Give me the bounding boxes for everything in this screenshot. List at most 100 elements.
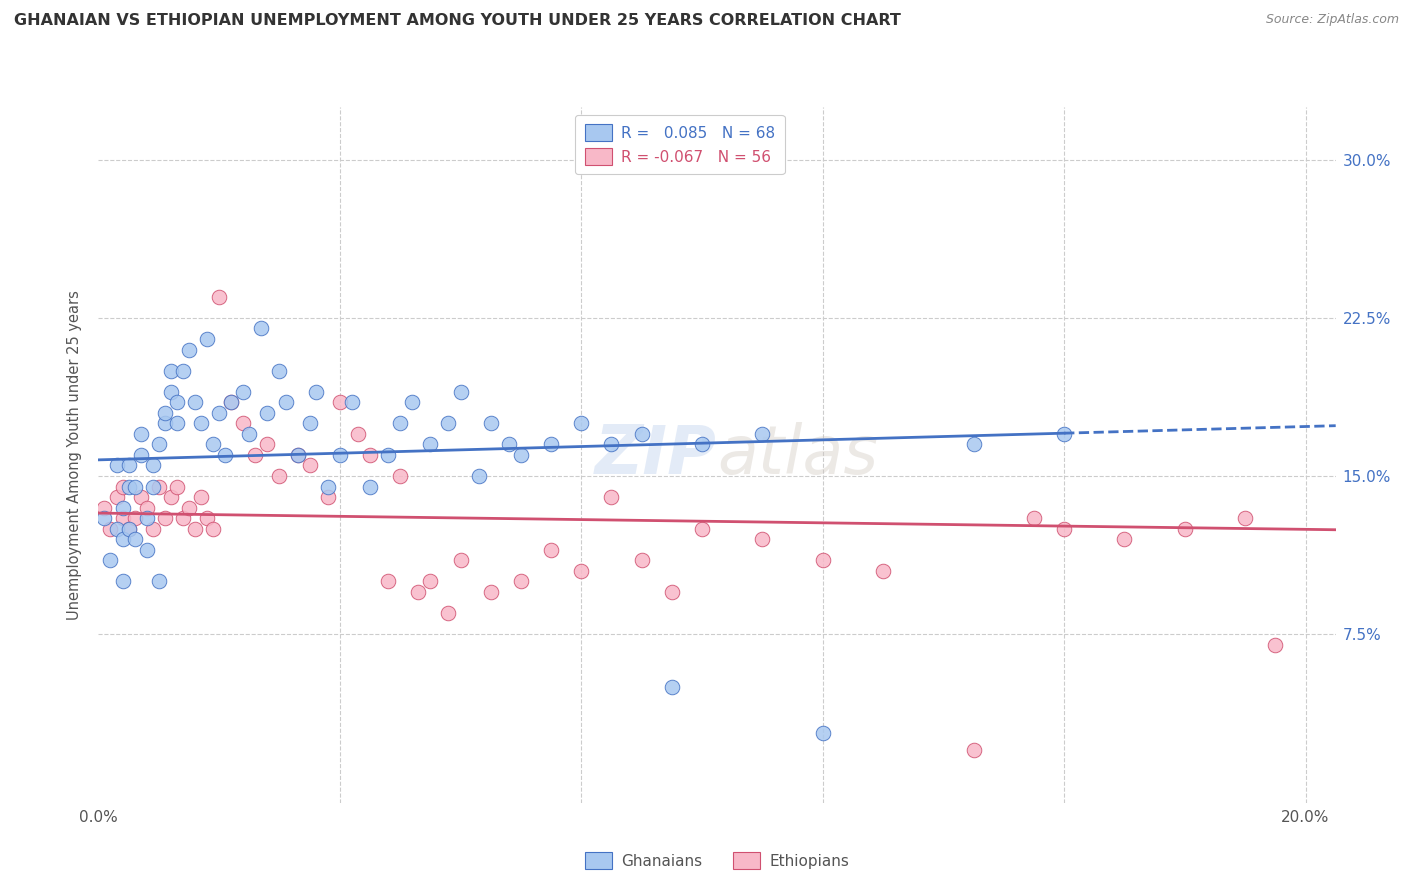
Point (509, 448, 531, 462)
Point (124, 533, 146, 547)
Point (450, 384, 472, 399)
Point (111, 511, 134, 525)
Point (377, 448, 399, 462)
Point (111, 533, 134, 547)
Point (208, 406, 231, 420)
Point (148, 574, 170, 589)
Point (202, 522, 225, 536)
Point (124, 511, 146, 525)
Point (208, 290, 231, 304)
Point (630, 553, 652, 567)
Point (135, 500, 157, 515)
Point (190, 417, 212, 431)
Point (238, 426, 260, 441)
Point (1234, 511, 1257, 525)
Point (148, 479, 170, 493)
Point (232, 384, 254, 399)
Point (389, 417, 412, 431)
Point (160, 363, 183, 377)
Point (1022, 511, 1045, 525)
Point (219, 395, 242, 409)
Point (305, 384, 328, 399)
Point (811, 726, 834, 740)
Point (177, 500, 200, 515)
Point (160, 490, 183, 504)
Point (135, 542, 157, 557)
Point (250, 321, 273, 335)
Point (93, 500, 115, 515)
Point (117, 522, 139, 536)
Y-axis label: Unemployment Among Youth under 25 years: Unemployment Among Youth under 25 years (67, 290, 83, 620)
Point (347, 426, 370, 441)
Point (690, 522, 713, 536)
Point (184, 395, 207, 409)
Point (117, 458, 139, 473)
Point (245, 448, 267, 462)
Point (690, 437, 713, 451)
Point (1053, 522, 1076, 536)
Point (111, 479, 134, 493)
Point (661, 585, 683, 599)
Point (540, 437, 562, 451)
Point (467, 469, 489, 483)
Point (105, 458, 128, 473)
Legend: Ghanaians, Ethiopians: Ghanaians, Ethiopians (575, 843, 859, 879)
Point (437, 417, 460, 431)
Point (160, 384, 183, 399)
Point (153, 406, 176, 420)
Point (166, 417, 188, 431)
Text: ZIP: ZIP (595, 422, 717, 488)
Point (129, 426, 152, 441)
Point (377, 574, 399, 589)
Point (93, 511, 115, 525)
Point (172, 363, 194, 377)
Point (340, 395, 363, 409)
Point (1114, 533, 1136, 547)
Point (1174, 522, 1197, 536)
Point (172, 511, 194, 525)
Point (359, 448, 381, 462)
Point (450, 553, 472, 567)
Point (479, 585, 502, 599)
Point (232, 417, 254, 431)
Point (389, 469, 412, 483)
Point (751, 533, 773, 547)
Point (316, 479, 339, 493)
Point (100, 522, 122, 536)
Point (129, 448, 152, 462)
Point (184, 522, 207, 536)
Point (142, 479, 165, 493)
Point (600, 437, 623, 451)
Point (329, 395, 352, 409)
Point (498, 437, 520, 451)
Point (872, 564, 894, 578)
Point (274, 395, 297, 409)
Point (509, 574, 531, 589)
Point (166, 479, 188, 493)
Point (298, 417, 321, 431)
Point (153, 417, 176, 431)
Point (153, 511, 176, 525)
Point (117, 522, 139, 536)
Point (195, 511, 218, 525)
Point (419, 437, 441, 451)
Point (962, 743, 984, 757)
Point (329, 448, 352, 462)
Point (195, 332, 218, 346)
Point (124, 479, 146, 493)
Point (751, 426, 773, 441)
Point (287, 448, 309, 462)
Point (129, 490, 152, 504)
Point (1053, 426, 1076, 441)
Point (202, 437, 225, 451)
Point (630, 426, 652, 441)
Point (100, 553, 122, 567)
Point (962, 437, 984, 451)
Point (111, 574, 134, 589)
Point (401, 395, 423, 409)
Text: Source: ZipAtlas.com: Source: ZipAtlas.com (1265, 13, 1399, 27)
Point (316, 490, 339, 504)
Point (105, 490, 128, 504)
Point (600, 490, 623, 504)
Point (661, 680, 683, 694)
